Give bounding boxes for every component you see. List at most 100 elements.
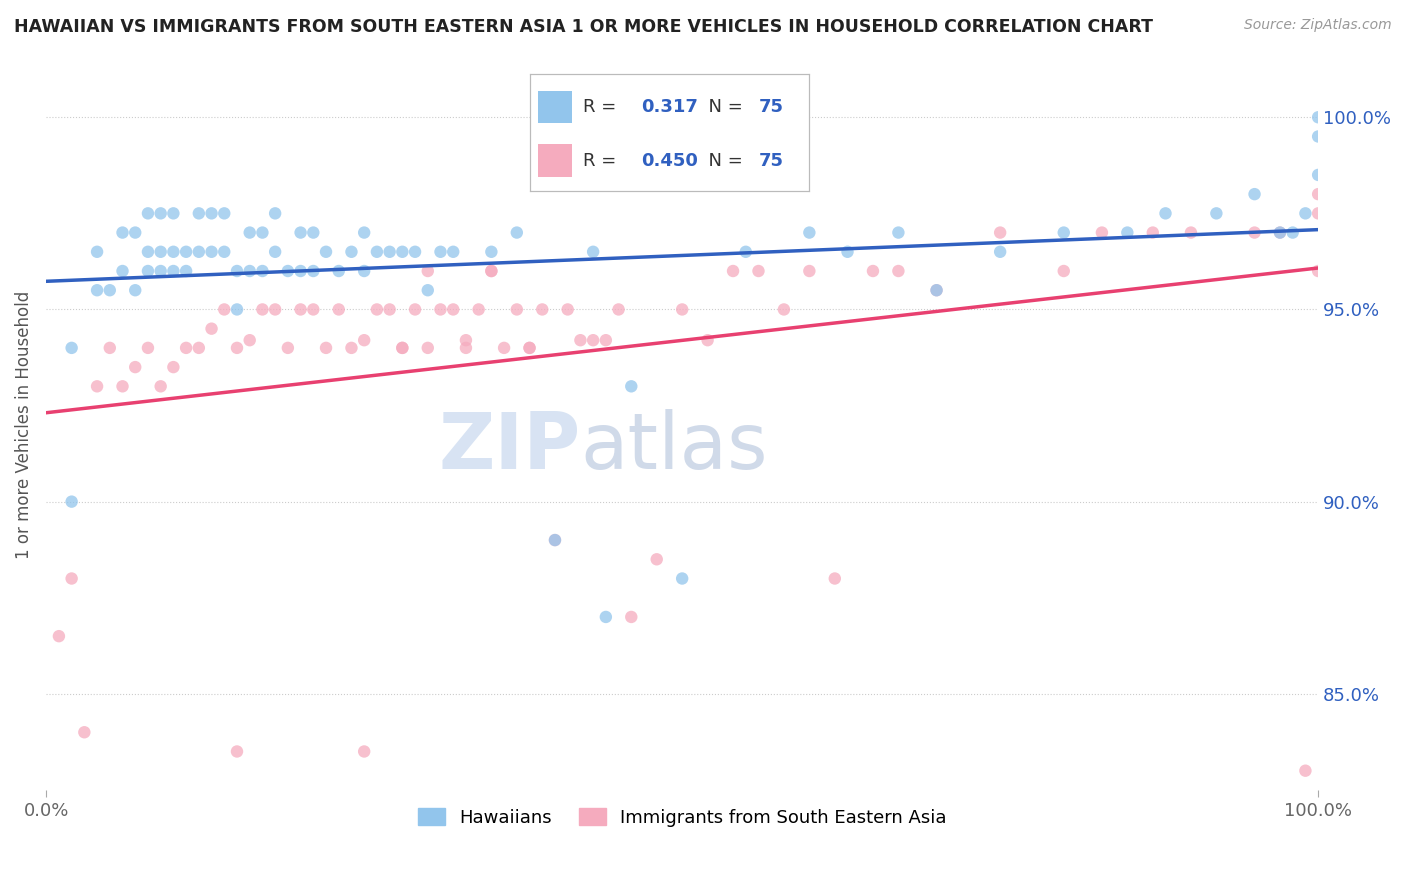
- Point: [111, 379, 134, 393]
- Point: [200, 244, 222, 259]
- Point: [200, 206, 222, 220]
- Point: [136, 244, 159, 259]
- Point: [391, 341, 413, 355]
- Text: HAWAIIAN VS IMMIGRANTS FROM SOUTH EASTERN ASIA 1 OR MORE VEHICLES IN HOUSEHOLD C: HAWAIIAN VS IMMIGRANTS FROM SOUTH EASTER…: [14, 18, 1153, 36]
- Point: [366, 302, 388, 317]
- Point: [391, 244, 413, 259]
- Point: [1243, 187, 1265, 202]
- Point: [416, 341, 439, 355]
- Point: [519, 341, 541, 355]
- Point: [73, 725, 96, 739]
- Point: [582, 333, 605, 347]
- Text: Source: ZipAtlas.com: Source: ZipAtlas.com: [1244, 18, 1392, 32]
- Point: [252, 264, 274, 278]
- Point: [429, 244, 451, 259]
- Point: [340, 244, 363, 259]
- Point: [494, 341, 516, 355]
- Point: [149, 264, 172, 278]
- Point: [226, 264, 249, 278]
- Point: [60, 572, 83, 586]
- Point: [290, 302, 312, 317]
- Point: [569, 333, 592, 347]
- Point: [479, 264, 502, 278]
- Point: [239, 264, 262, 278]
- Point: [353, 226, 375, 240]
- Point: [111, 226, 134, 240]
- Point: [366, 244, 388, 259]
- Point: [302, 226, 325, 240]
- Point: [353, 744, 375, 758]
- Point: [862, 264, 884, 278]
- Point: [214, 244, 236, 259]
- Point: [1142, 226, 1164, 240]
- Point: [328, 264, 350, 278]
- Point: [1243, 226, 1265, 240]
- Point: [162, 206, 184, 220]
- Point: [98, 283, 121, 297]
- Point: [187, 341, 209, 355]
- Point: [1308, 129, 1330, 144]
- Point: [86, 283, 108, 297]
- Point: [340, 341, 363, 355]
- Point: [799, 264, 821, 278]
- Point: [277, 341, 299, 355]
- Text: atlas: atlas: [581, 409, 768, 484]
- Point: [506, 302, 529, 317]
- Point: [264, 206, 287, 220]
- Point: [239, 226, 262, 240]
- Point: [988, 244, 1011, 259]
- Point: [799, 226, 821, 240]
- Point: [506, 226, 529, 240]
- Point: [226, 302, 249, 317]
- Point: [773, 302, 796, 317]
- Point: [378, 244, 401, 259]
- Point: [595, 333, 617, 347]
- Point: [429, 302, 451, 317]
- Point: [404, 244, 426, 259]
- Point: [86, 379, 108, 393]
- Point: [671, 302, 693, 317]
- Point: [479, 264, 502, 278]
- Point: [239, 333, 262, 347]
- Point: [214, 302, 236, 317]
- Point: [162, 360, 184, 375]
- Legend: Hawaiians, Immigrants from South Eastern Asia: Hawaiians, Immigrants from South Eastern…: [409, 799, 956, 836]
- Point: [1308, 187, 1330, 202]
- Point: [747, 264, 769, 278]
- Point: [1053, 264, 1076, 278]
- Point: [264, 244, 287, 259]
- Point: [1308, 168, 1330, 182]
- Point: [124, 283, 146, 297]
- Point: [60, 494, 83, 508]
- Point: [174, 244, 197, 259]
- Point: [1294, 206, 1316, 220]
- Point: [86, 244, 108, 259]
- Point: [416, 283, 439, 297]
- Point: [200, 321, 222, 335]
- Point: [696, 333, 718, 347]
- Point: [252, 226, 274, 240]
- Point: [124, 226, 146, 240]
- Point: [645, 552, 668, 566]
- Point: [925, 283, 948, 297]
- Point: [1281, 226, 1303, 240]
- Y-axis label: 1 or more Vehicles in Household: 1 or more Vehicles in Household: [15, 291, 32, 559]
- Point: [734, 244, 756, 259]
- Point: [531, 302, 554, 317]
- Point: [302, 302, 325, 317]
- Point: [595, 610, 617, 624]
- Text: ZIP: ZIP: [439, 409, 581, 484]
- Point: [60, 341, 83, 355]
- Point: [162, 244, 184, 259]
- Point: [887, 264, 910, 278]
- Point: [136, 206, 159, 220]
- Point: [315, 244, 337, 259]
- Point: [582, 244, 605, 259]
- Point: [353, 264, 375, 278]
- Point: [454, 333, 477, 347]
- Point: [264, 302, 287, 317]
- Point: [824, 572, 846, 586]
- Point: [620, 610, 643, 624]
- Point: [214, 206, 236, 220]
- Point: [607, 302, 630, 317]
